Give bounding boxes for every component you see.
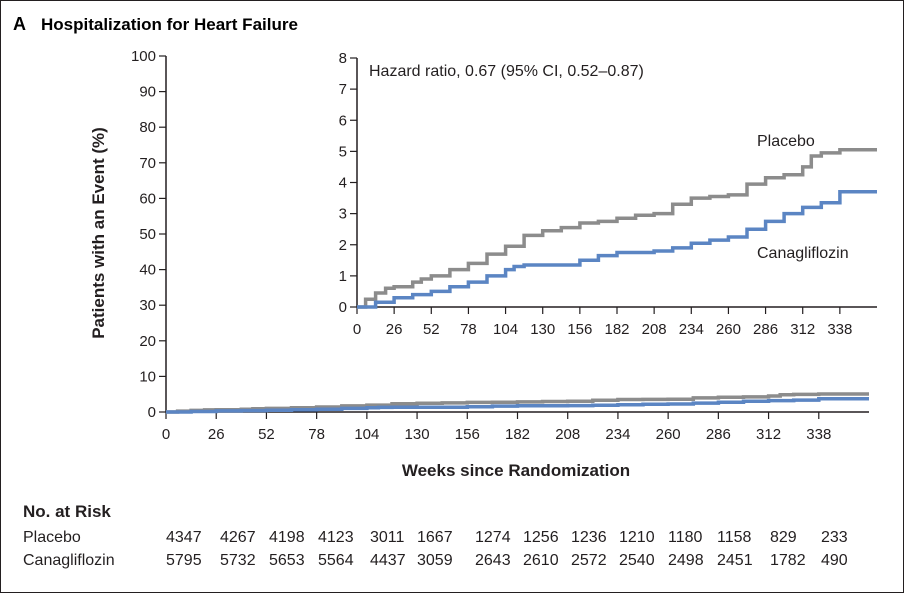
inset-x-tick-label: 208 — [642, 321, 667, 338]
inset-x-tick-label: 286 — [753, 321, 778, 338]
inset-y-tick-label: 2 — [339, 237, 347, 254]
inset-x-tick-label: 234 — [679, 321, 704, 338]
inset-y-tick-label: 1 — [339, 268, 347, 285]
inset-series-line-placebo — [357, 148, 877, 309]
inset-x-tick-label: 52 — [423, 321, 440, 338]
y-tick-label: 50 — [139, 226, 156, 243]
y-tick-label: 100 — [131, 48, 156, 65]
risk-cell: 829 — [770, 529, 797, 546]
panel-title: Hospitalization for Heart Failure — [41, 15, 298, 34]
risk-cell: 1236 — [571, 529, 607, 546]
risk-cell: 2572 — [571, 552, 607, 569]
risk-cell: 4198 — [269, 529, 305, 546]
inset-x-tick-label: 130 — [530, 321, 555, 338]
risk-cell: 1782 — [770, 552, 806, 569]
risk-cell: 1180 — [668, 529, 703, 546]
inset-series-line-canagliflozin — [357, 190, 877, 309]
inset-x-tick-label: 26 — [386, 321, 403, 338]
risk-cell: 2643 — [475, 552, 511, 569]
risk-cell: 4123 — [318, 529, 354, 546]
series-label-placebo: Placebo — [757, 133, 815, 150]
inset-x-tick-label: 0 — [353, 321, 361, 338]
x-tick-label: 208 — [555, 426, 580, 443]
x-tick-label: 78 — [308, 426, 325, 443]
inset-x-tick-label: 156 — [567, 321, 592, 338]
risk-cell: 5653 — [269, 552, 305, 569]
risk-cell: 2540 — [619, 552, 655, 569]
x-tick-label: 156 — [455, 426, 480, 443]
risk-cell: 233 — [821, 529, 848, 546]
risk-table: No. at Risk Placebo 4347 4267 4198 4123 3011 1… — [23, 502, 848, 569]
main-series-line-canagliflozin — [166, 397, 869, 414]
y-tick-label: 10 — [139, 368, 156, 385]
hazard-ratio-annotation: Hazard ratio, 0.67 (95% CI, 0.52–0.87) — [369, 63, 644, 80]
risk-cell: 2610 — [523, 552, 559, 569]
x-tick-label: 312 — [756, 426, 781, 443]
y-tick-label: 40 — [139, 262, 156, 279]
x-axis-title: Weeks since Randomization — [402, 461, 630, 480]
x-tick-label: 286 — [706, 426, 731, 443]
inset-y-tick-label: 8 — [339, 50, 347, 67]
risk-cell: 1667 — [417, 529, 453, 546]
inset-x-tick-label: 312 — [790, 321, 815, 338]
risk-row-label: Placebo — [23, 529, 81, 546]
x-tick-label: 52 — [258, 426, 275, 443]
risk-cell: 490 — [821, 552, 848, 569]
x-tick-label: 104 — [354, 426, 379, 443]
y-tick-label: 90 — [139, 84, 156, 101]
y-axis-title: Patients with an Event (%) — [89, 127, 108, 339]
inset-y-tick-label: 7 — [339, 81, 347, 98]
risk-row-label: Canagliflozin — [23, 552, 115, 569]
x-tick-label: 0 — [162, 426, 170, 443]
inset-y-tick-label: 6 — [339, 112, 347, 129]
risk-cell: 5732 — [220, 552, 256, 569]
risk-cell: 4437 — [370, 552, 406, 569]
inset-x-tick-label: 182 — [604, 321, 629, 338]
risk-cell: 1158 — [717, 529, 752, 546]
risk-cell: 2498 — [668, 552, 704, 569]
series-label-canagliflozin: Canagliflozin — [757, 245, 849, 262]
risk-cell: 4267 — [220, 529, 256, 546]
risk-cell: 1256 — [523, 529, 559, 546]
y-tick-label: 0 — [148, 404, 156, 421]
x-tick-label: 234 — [605, 426, 630, 443]
risk-cell: 4347 — [166, 529, 202, 546]
x-tick-label: 260 — [656, 426, 681, 443]
x-tick-label: 338 — [806, 426, 831, 443]
inset-y-tick-label: 4 — [339, 175, 347, 192]
x-tick-label: 26 — [208, 426, 225, 443]
x-tick-label: 182 — [505, 426, 530, 443]
y-tick-label: 70 — [139, 155, 156, 172]
y-tick-label: 60 — [139, 190, 156, 207]
risk-cell: 3011 — [370, 529, 405, 546]
risk-cell: 3059 — [417, 552, 453, 569]
inset-x-tick-label: 338 — [827, 321, 852, 338]
risk-cell: 2451 — [717, 552, 753, 569]
risk-cell: 5564 — [318, 552, 354, 569]
x-tick-label: 130 — [405, 426, 430, 443]
panel-letter: A — [13, 14, 26, 34]
inset-x-tick-label: 260 — [716, 321, 741, 338]
inset-y-tick-label: 0 — [339, 299, 347, 316]
risk-cell: 1274 — [475, 529, 511, 546]
y-tick-label: 30 — [139, 297, 156, 314]
inset-x-tick-label: 78 — [460, 321, 477, 338]
inset-x-tick-label: 104 — [493, 321, 518, 338]
y-tick-label: 20 — [139, 333, 156, 350]
risk-cell: 5795 — [166, 552, 202, 569]
y-tick-label: 80 — [139, 119, 156, 136]
risk-cell: 1210 — [619, 529, 655, 546]
risk-table-header: No. at Risk — [23, 502, 111, 521]
inset-y-tick-label: 5 — [339, 143, 347, 160]
inset-y-tick-label: 3 — [339, 206, 347, 223]
